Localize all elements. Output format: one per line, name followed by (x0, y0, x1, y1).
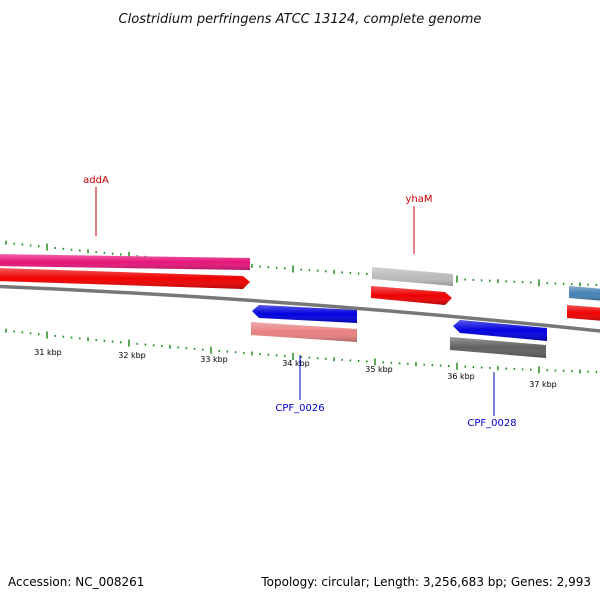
feature-shading (0, 254, 600, 358)
tick-label-37kbp: 37 kbp (529, 380, 557, 389)
genome-backbone (0, 284, 600, 333)
genome-summary-text: Topology: circular; Length: 3,256,683 bp… (260, 575, 591, 589)
accession-text: Accession: NC_008261 (8, 575, 144, 589)
gene-label-CPF_0028[interactable]: CPF_0028 (467, 418, 516, 429)
map-title: Clostridium perfringens ATCC 13124, comp… (119, 12, 482, 27)
gene-label-addA[interactable]: addA (83, 175, 109, 186)
gene-label-yhaM[interactable]: yhaM (405, 194, 432, 205)
tick-label-36kbp: 36 kbp (447, 372, 475, 381)
tick-label-32kbp: 32 kbp (118, 351, 146, 360)
tick-label-35kbp: 35 kbp (365, 365, 393, 374)
inner-tick-marks (5, 328, 598, 374)
tick-label-34kbp: 34 kbp (282, 359, 310, 368)
gene-label-CPF_0026[interactable]: CPF_0026 (275, 403, 324, 414)
tick-label-33kbp: 33 kbp (200, 355, 228, 364)
tick-label-31kbp: 31 kbp (34, 348, 62, 357)
